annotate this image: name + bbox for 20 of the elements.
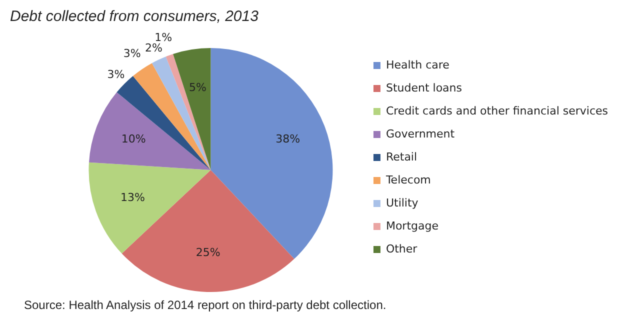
legend-label: Mortgage [386,219,439,232]
legend-label: Utility [386,196,419,210]
data-label: 10% [121,132,146,146]
legend-label: Credit cards and other financial services [386,104,608,118]
legend-label: Student loans [386,81,462,94]
legend-label: Telecom [384,173,431,186]
source-note: Source: Health Analysis of 2014 report on third-party debt collection. [24,298,386,312]
chart-title: Debt collected from consumers, 2013 [10,8,258,25]
legend-label: Health care [386,58,450,72]
data-label: 2% [144,42,162,55]
data-label: 13% [120,190,145,204]
legend-label: Retail [386,150,418,164]
data-label: 3% [107,68,125,82]
legend-label: Government [386,127,456,140]
data-label: 25% [196,246,220,259]
data-label: 38% [276,132,300,146]
data-label: 3% [123,47,141,60]
data-label: 1% [154,31,172,44]
legend-label: Other [386,242,418,256]
data-label: 5% [189,80,206,94]
